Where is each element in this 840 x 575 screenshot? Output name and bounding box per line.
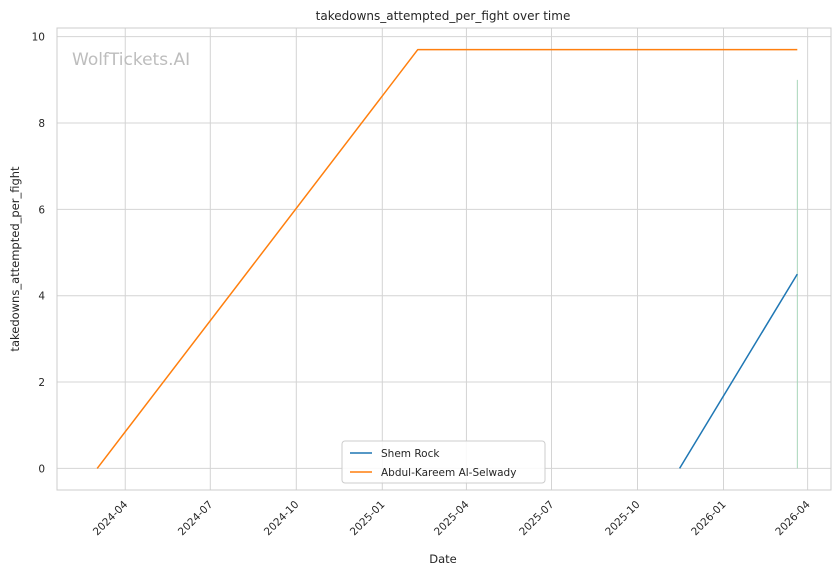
x-tick-label: 2026-04 [773, 498, 813, 538]
series [96, 48, 798, 469]
x-axis: 2024-04 2024-07 2024-10 2025-01 2025-04 2025-… [91, 498, 813, 538]
y-tick-label: 8 [38, 118, 45, 130]
y-tick-label: 4 [38, 291, 45, 303]
y-tick-label: 2 [38, 377, 45, 389]
grid [57, 28, 831, 490]
legend-box [341, 440, 546, 484]
chart-title: takedowns_attempted_per_fight over time [316, 9, 571, 23]
legend-label: Shem Rock [381, 448, 440, 460]
x-tick-label: 2025-10 [603, 499, 643, 539]
y-tick-label: 0 [38, 463, 45, 475]
legend: Shem Rock Abdul-Kareem Al-Selwady [341, 440, 546, 484]
y-axis-label: takedowns_attempted_per_fight [8, 166, 22, 352]
series-line [96, 48, 798, 469]
y-tick-label: 6 [38, 204, 45, 216]
legend-label: Abdul-Kareem Al-Selwady [381, 467, 516, 479]
plot-frame [56, 27, 832, 491]
x-tick-label: 2025-07 [517, 499, 557, 539]
watermark: WolfTickets.AI [72, 50, 190, 70]
x-tick-label: 2024-10 [262, 499, 302, 539]
x-tick-label: 2026-01 [689, 499, 729, 539]
x-tick-label: 2024-07 [176, 499, 216, 539]
x-tick-label: 2025-01 [348, 499, 388, 539]
series-line [678, 273, 798, 469]
x-axis-label: Date [429, 552, 457, 566]
y-tick-label: 10 [32, 32, 45, 44]
x-tick-label: 2025-04 [432, 498, 472, 538]
y-axis: 0 2 4 6 8 10 [32, 32, 46, 476]
x-tick-label: 2024-04 [91, 498, 131, 538]
